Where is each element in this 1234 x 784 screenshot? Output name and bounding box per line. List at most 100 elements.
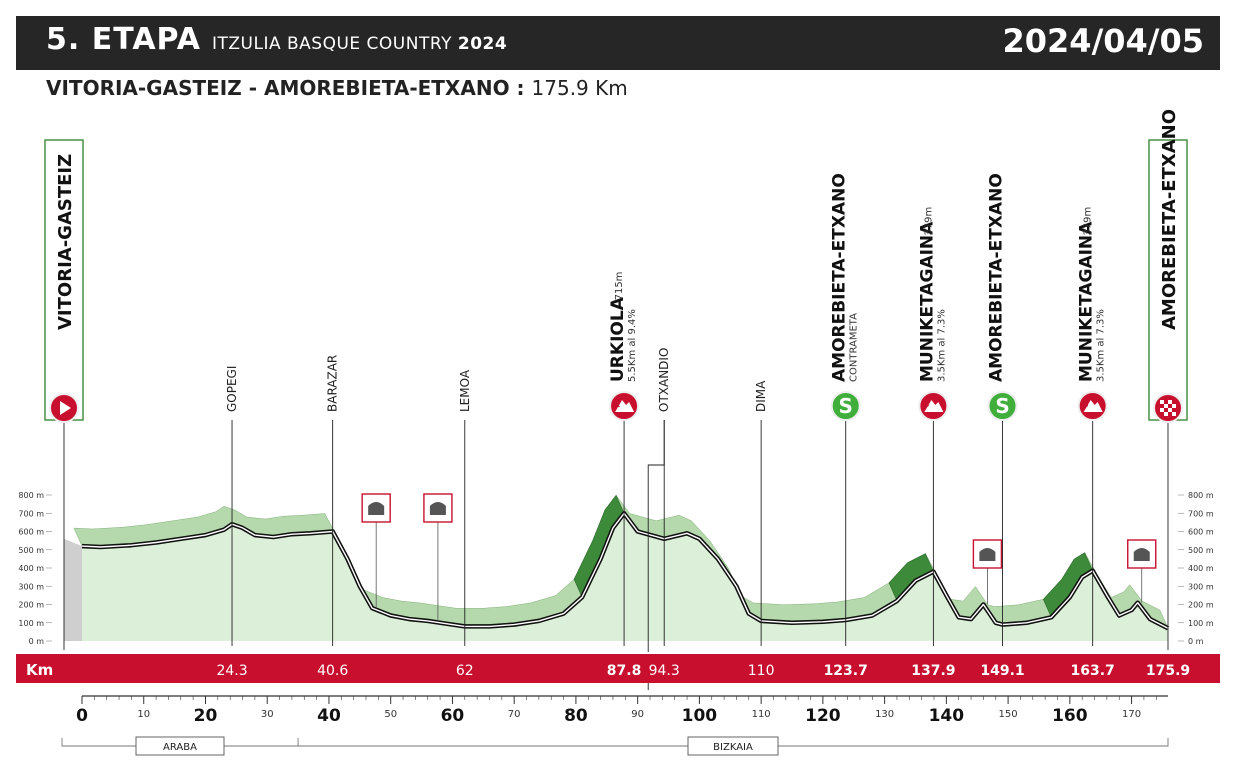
x-tick-label-major: 60 xyxy=(441,706,465,726)
climb-category: 3 xyxy=(1083,400,1089,410)
checkered-flag-icon xyxy=(1164,404,1168,408)
km-bar-value: 175.9 xyxy=(1146,663,1190,679)
y-tick-label-left: 800 m xyxy=(18,491,44,500)
waypoint-detail: 3.5Km al 7.3% xyxy=(936,309,947,382)
region-bracket-bizkaia xyxy=(298,738,1169,747)
profile-area xyxy=(82,513,1168,641)
climb-altitude: 379m xyxy=(1083,207,1094,236)
checkered-flag-icon xyxy=(1172,412,1176,416)
y-tick-label-left: 400 m xyxy=(18,564,44,573)
tunnel-icon-shape xyxy=(429,502,446,515)
sprint-symbol: S xyxy=(839,394,853,418)
km-bar-label: Km xyxy=(26,661,53,679)
km-bar-value: 137.9 xyxy=(911,663,955,679)
y-tick-label-right: 200 m xyxy=(1188,601,1214,610)
start-wall xyxy=(64,538,82,641)
sprint-icon xyxy=(830,391,861,421)
y-tick-label-left: 100 m xyxy=(18,619,44,628)
town-label: OTXANDIO xyxy=(657,348,671,412)
town-label: GOPEGI xyxy=(225,366,239,412)
km-bar xyxy=(16,654,1220,683)
stage-date: 2024/04/05 xyxy=(1002,22,1205,60)
y-tick-label-right: 800 m xyxy=(1188,491,1214,500)
checkered-flag-icon xyxy=(1160,400,1164,404)
waypoint-name: AMOREBIETA-ETXANO xyxy=(830,173,850,382)
x-tick-label-major: 0 xyxy=(76,706,88,726)
climb-category: 3 xyxy=(923,400,929,410)
km-bar-value: 24.3 xyxy=(216,663,247,679)
town-label: DIMA xyxy=(754,380,768,412)
otxandio-bracket xyxy=(647,420,665,652)
tunnel-icon-shape xyxy=(368,502,385,515)
sprint-symbol: S xyxy=(995,394,1009,418)
waypoint-detail: 5.5Km al 9.4% xyxy=(627,309,638,382)
route-finish: AMOREBIETA-ETXANO xyxy=(263,76,510,100)
y-tick-label-left: 500 m xyxy=(18,546,44,555)
sprint-icon xyxy=(987,391,1018,421)
km-bar-value: 87.8 xyxy=(607,663,642,679)
km-bar-value: 149.1 xyxy=(980,663,1024,679)
waypoint-name: URKIOLA xyxy=(608,296,628,382)
finish-label-box xyxy=(1148,139,1188,421)
region-label-araba: ARABA xyxy=(163,742,197,753)
y-tick-label-left: 600 m xyxy=(18,528,44,537)
race-name: ITZULIA BASQUE COUNTRY 2024 xyxy=(212,34,507,54)
km-bar-value: 94.3 xyxy=(649,663,680,679)
km-bar-value: 110 xyxy=(748,663,775,679)
x-tick-label-minor: 30 xyxy=(261,709,274,720)
route-line: VITORIA-GASTEIZ - AMOREBIETA-ETXANO : 17… xyxy=(46,76,628,100)
finish-label: AMOREBIETA-ETXANO xyxy=(1159,109,1180,330)
x-tick-label-major: 160 xyxy=(1052,706,1088,726)
y-tick-label-right: 500 m xyxy=(1188,546,1214,555)
checkered-flag-icon xyxy=(1168,400,1172,404)
y-tick-label-right: 700 m xyxy=(1188,509,1214,518)
mountain-icon xyxy=(1083,400,1103,412)
race-title: ITZULIA BASQUE COUNTRY xyxy=(212,34,452,54)
x-tick-label-minor: 10 xyxy=(137,709,150,720)
km-bar-value: 40.6 xyxy=(317,663,348,679)
waypoint-name: MUNIKETAGAINA xyxy=(917,221,937,382)
stage-number: 5. ETAPA xyxy=(46,22,202,57)
start-label: VITORIA-GASTEIZ xyxy=(55,154,76,330)
km-bar-value: 123.7 xyxy=(824,663,868,679)
mountain-icon xyxy=(924,400,944,412)
x-tick-label-major: 80 xyxy=(564,706,588,726)
y-tick-label-left: 0 m xyxy=(29,637,45,646)
climb-altitude: 379m xyxy=(923,207,934,236)
route-start: VITORIA-GASTEIZ xyxy=(46,76,242,100)
y-tick-label-left: 200 m xyxy=(18,601,44,610)
x-tick-label-minor: 50 xyxy=(384,709,397,720)
y-tick-label-right: 300 m xyxy=(1188,582,1214,591)
y-tick-label-right: 400 m xyxy=(1188,564,1214,573)
waypoint-detail: CONTRAMETA xyxy=(849,313,860,382)
mountain-icon xyxy=(615,400,635,412)
stage-header: 5. ETAPA ITZULIA BASQUE COUNTRY 2024 202… xyxy=(16,16,1220,70)
route-distance: 175.9 Km xyxy=(531,76,628,100)
x-tick-label-minor: 70 xyxy=(508,709,521,720)
region-label-bizkaia: BIZKAIA xyxy=(713,742,753,753)
climb-category: 1 xyxy=(614,400,620,410)
y-tick-label-left: 300 m xyxy=(18,582,44,591)
x-tick-label-minor: 90 xyxy=(631,709,644,720)
road-line-inner xyxy=(81,512,1169,629)
tunnel-icon-shape xyxy=(979,548,996,561)
waypoint-name: MUNIKETAGAINA xyxy=(1077,221,1097,382)
climb-altitude: 715m xyxy=(614,272,625,301)
checkered-flag-icon xyxy=(1172,404,1176,408)
town-label: BARAZAR xyxy=(326,355,340,412)
x-tick-label-major: 140 xyxy=(929,706,965,726)
x-tick-label-minor: 150 xyxy=(999,709,1018,720)
race-year: 2024 xyxy=(457,34,508,54)
checkered-flag-icon xyxy=(1168,408,1172,412)
y-tick-label-right: 600 m xyxy=(1188,528,1214,537)
y-tick-label-left: 700 m xyxy=(18,509,44,518)
region-box-bizkaia xyxy=(687,736,779,756)
x-tick-label-major: 40 xyxy=(317,706,341,726)
x-tick-label-major: 20 xyxy=(194,706,218,726)
checkered-flag-icon xyxy=(1164,412,1168,416)
y-tick-label-right: 0 m xyxy=(1188,637,1204,646)
tunnel-icon-shape xyxy=(1133,548,1150,561)
x-tick-label-major: 100 xyxy=(682,706,718,726)
x-tick-label-minor: 130 xyxy=(875,709,894,720)
